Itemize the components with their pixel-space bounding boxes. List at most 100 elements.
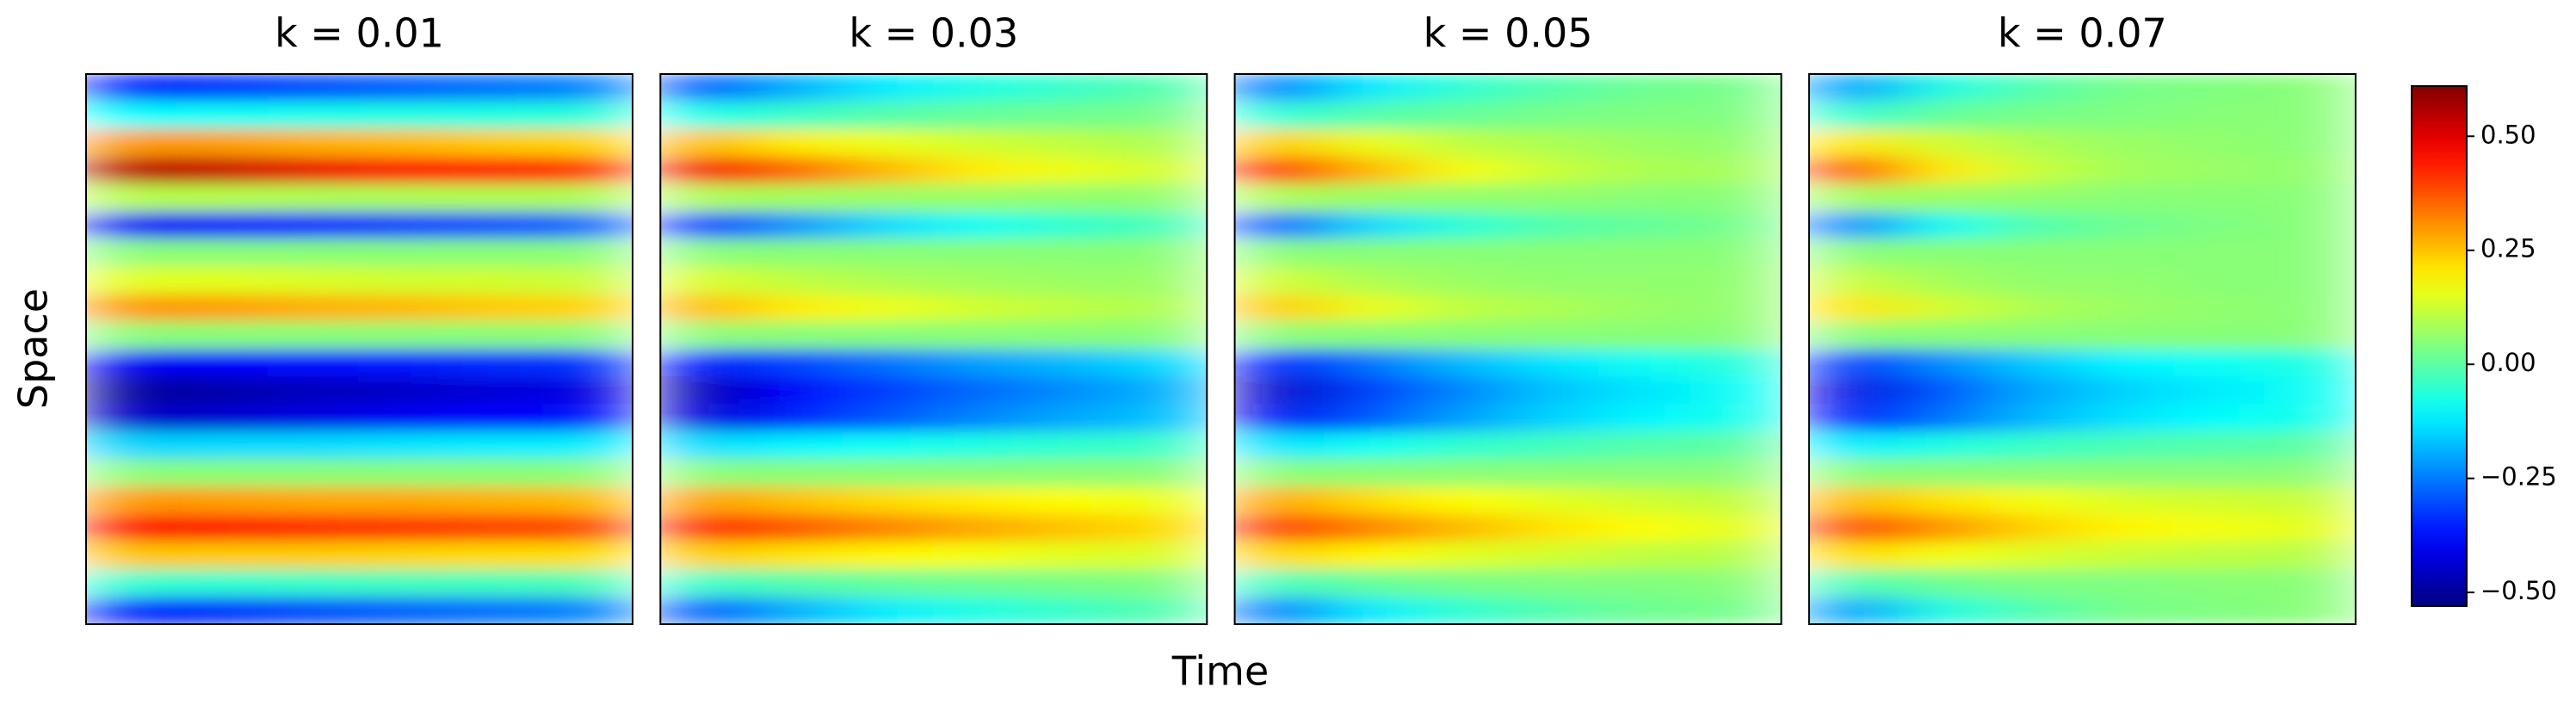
heatmap-cell xyxy=(541,211,633,240)
heatmap-cell xyxy=(1900,459,1992,488)
heatmap-cell xyxy=(1808,156,1901,185)
panel xyxy=(86,74,633,624)
heatmap-cell xyxy=(1900,542,1992,571)
heatmap-cell xyxy=(1115,349,1208,378)
heatmap-cell xyxy=(1234,569,1327,598)
y-axis-label: Space xyxy=(10,288,57,409)
heatmap-cell xyxy=(1234,486,1327,516)
heatmap-cell xyxy=(541,183,633,213)
heatmap-cell xyxy=(660,238,753,268)
heatmap-cell xyxy=(2264,101,2356,130)
heatmap-cell xyxy=(1991,459,2084,488)
heatmap-cell xyxy=(842,376,935,406)
heatmap-cell xyxy=(1325,266,1418,295)
heatmap-cell xyxy=(86,542,178,571)
heatmap-cell xyxy=(1808,183,1901,213)
heatmap-cell xyxy=(86,597,178,624)
heatmap-cell xyxy=(450,404,543,433)
colorbar-tick-label: 0.00 xyxy=(2480,348,2536,377)
heatmap-cell xyxy=(541,431,633,461)
heatmap-cell xyxy=(1808,431,1901,461)
heatmap-cell xyxy=(751,156,843,185)
heatmap-cell xyxy=(1808,321,1901,350)
heatmap-cell xyxy=(1024,349,1117,378)
colorbar-tick-label: −0.25 xyxy=(2480,462,2557,492)
heatmap-cell xyxy=(2173,238,2266,268)
heatmap-cell xyxy=(359,486,452,516)
heatmap-cell xyxy=(1115,156,1208,185)
heatmap-cell xyxy=(1325,183,1418,213)
heatmap-cell xyxy=(933,486,1026,516)
heatmap-cell xyxy=(1598,514,1691,543)
heatmap-cell xyxy=(176,569,269,598)
heatmap-cell xyxy=(1808,597,1901,624)
heatmap-cell xyxy=(450,514,543,543)
heatmap-cell xyxy=(86,431,178,461)
heatmap-cell xyxy=(541,597,633,624)
heatmap-cell xyxy=(2082,156,2175,185)
heatmap-cell xyxy=(2173,459,2266,488)
heatmap-cell xyxy=(1690,597,1782,624)
heatmap-cell xyxy=(1234,211,1327,240)
heatmap-cell xyxy=(1690,183,1782,213)
heatmap-cell xyxy=(660,156,753,185)
colorbar-tick-label: −0.50 xyxy=(2480,576,2557,605)
heatmap-cell xyxy=(1900,569,1992,598)
heatmap-cell xyxy=(541,128,633,158)
heatmap-cell xyxy=(751,514,843,543)
heatmap-cell xyxy=(2264,156,2356,185)
heatmap-cell xyxy=(86,569,178,598)
heatmap-cell xyxy=(1598,376,1691,406)
heatmap-cell xyxy=(1115,321,1208,350)
heatmap-cell xyxy=(2082,459,2175,488)
heatmap-cell xyxy=(1024,514,1117,543)
heatmap-cell xyxy=(1115,542,1208,571)
heatmap-cell xyxy=(2173,569,2266,598)
heatmap-cell xyxy=(1417,211,1510,240)
heatmap-cell xyxy=(450,431,543,461)
heatmap-cell xyxy=(1325,542,1418,571)
heatmap-cell xyxy=(660,211,753,240)
heatmap-cell xyxy=(842,597,935,624)
heatmap-cell xyxy=(1234,294,1327,323)
heatmap-cell xyxy=(2173,128,2266,158)
heatmap-cell xyxy=(842,321,935,350)
heatmap-cell xyxy=(1690,376,1782,406)
heatmap-cell xyxy=(1325,74,1418,102)
heatmap-cell xyxy=(1234,156,1327,185)
heatmap-cell xyxy=(1024,128,1117,158)
heatmap-cell xyxy=(1024,211,1117,240)
heatmap-cell xyxy=(1991,376,2084,406)
heatmap-cell xyxy=(1900,376,1992,406)
heatmap-cell xyxy=(751,349,843,378)
heatmap-cell xyxy=(1115,238,1208,268)
heatmap-cell xyxy=(2082,404,2175,433)
heatmap-cell xyxy=(933,376,1026,406)
heatmap-cell xyxy=(1508,74,1600,102)
heatmap-cell xyxy=(2264,238,2356,268)
heatmap-cell xyxy=(2082,486,2175,516)
heatmap-cell xyxy=(1508,128,1600,158)
heatmap-cell xyxy=(751,569,843,598)
heatmap-cell xyxy=(660,321,753,350)
heatmap-cell xyxy=(541,514,633,543)
heatmap-cell xyxy=(176,101,269,130)
heatmap-cell xyxy=(2173,266,2266,295)
heatmap-cell xyxy=(268,542,361,571)
heatmap-cell xyxy=(842,211,935,240)
heatmap-cell xyxy=(1024,542,1117,571)
heatmap-cell xyxy=(2264,542,2356,571)
heatmap-cell xyxy=(450,597,543,624)
heatmap-cell xyxy=(86,128,178,158)
panel-frame xyxy=(659,73,1208,625)
heatmap-cell xyxy=(86,376,178,406)
heatmap-cell xyxy=(2264,183,2356,213)
heatmap-cell xyxy=(359,514,452,543)
heatmap-cell xyxy=(176,431,269,461)
heatmap-cell xyxy=(1115,431,1208,461)
x-axis-label: Time xyxy=(1171,648,1269,695)
heatmap-cell xyxy=(751,459,843,488)
heatmap-cell xyxy=(86,294,178,323)
heatmap-cell xyxy=(450,211,543,240)
heatmap-cell xyxy=(1598,183,1691,213)
